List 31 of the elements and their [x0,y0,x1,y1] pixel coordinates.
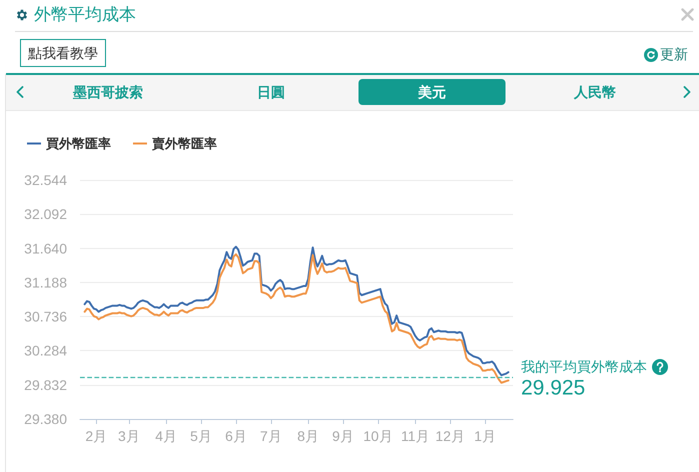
x-tick-label: 3月 [118,428,140,444]
ref-line-label: 我的平均買外幣成本 [521,358,647,374]
y-tick-label: 29.380 [24,411,68,427]
legend-label: 賣外幣匯率 [151,136,217,151]
x-tick-label: 9月 [332,428,354,444]
text: 更新 [660,46,688,64]
x-tick-label: 4月 [155,428,178,444]
text: 美元 [358,79,506,105]
y-tick-label: 30.736 [24,308,68,325]
x-tick-label: 10月 [363,428,393,444]
x-tick-label: 12月 [435,428,465,444]
text: 日圓 [257,79,285,105]
text: 人民幣 [574,79,616,105]
x-tick-label: 7月 [260,428,282,444]
legend-label: 買外幣匯率 [45,136,111,151]
y-tick-label: 30.284 [24,342,68,359]
x-tick-label: 5月 [190,428,212,444]
chart-title: 外幣平均成本 [34,4,136,26]
text: 29.925 [521,376,586,400]
y-tick-label: 31.188 [24,274,68,290]
button: 點我看教學 [20,39,106,67]
y-tick-label: 32.544 [24,172,68,188]
text: 墨西哥披索 [73,79,143,105]
y-tick-label: 31.640 [24,240,68,256]
x-tick-label: 6月 [225,428,247,444]
x-tick-label: 1月 [474,428,496,444]
x-tick-label: 11月 [400,428,430,444]
x-tick-label: 8月 [297,428,320,444]
y-tick-label: 29.832 [24,376,68,393]
y-tick-label: 32.092 [24,206,68,222]
x-tick-label: 2月 [85,428,108,444]
